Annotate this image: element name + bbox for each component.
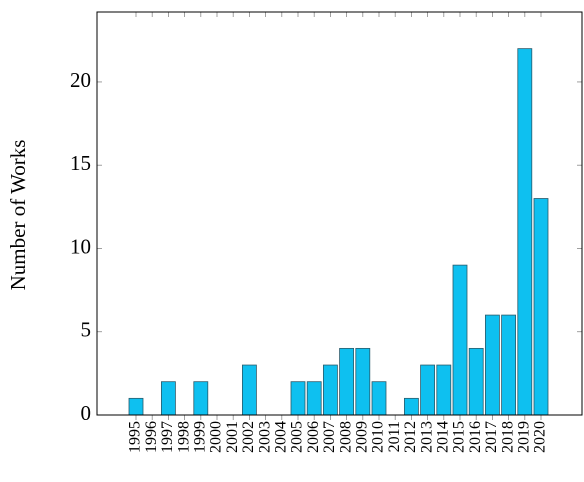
bar	[128, 397, 144, 416]
y-tick-label: 15	[70, 151, 91, 175]
x-tick-label: 2008	[337, 421, 354, 453]
bar	[484, 314, 500, 416]
bar	[452, 264, 468, 416]
x-tick-label: 2000	[208, 421, 225, 453]
bar	[193, 381, 209, 416]
x-tick-label: 2001	[224, 421, 241, 453]
x-tick-label: 2013	[418, 421, 435, 453]
x-tick-label: 2003	[256, 421, 273, 453]
x-tick-label: 2017	[483, 421, 500, 453]
bar	[306, 381, 322, 416]
y-tick-label: 20	[70, 68, 91, 92]
x-tick-label: 2016	[467, 421, 484, 453]
x-tick-label: 2004	[272, 421, 289, 453]
y-tick-label: 0	[81, 401, 92, 425]
bar	[322, 364, 338, 416]
x-tick-label: 1997	[159, 421, 176, 453]
x-tick-label: 2002	[240, 421, 257, 453]
bar	[403, 397, 419, 416]
x-tick-label: 1998	[175, 421, 192, 453]
x-tick-label: 2012	[402, 421, 419, 453]
bar	[420, 364, 436, 416]
x-tick-label: 1999	[191, 421, 208, 453]
bar	[436, 364, 452, 416]
bar	[533, 198, 549, 416]
y-tick-label: 5	[81, 318, 92, 342]
bar	[160, 381, 176, 416]
x-tick-label: 1996	[143, 421, 160, 453]
x-tick-label: 2010	[370, 421, 387, 453]
y-axis-label: Number of Works	[6, 140, 30, 291]
bar	[517, 48, 533, 416]
x-tick-label: 2019	[515, 421, 532, 453]
x-tick-label: 2006	[305, 421, 322, 453]
x-tick-label: 1995	[127, 421, 144, 453]
bar	[501, 314, 517, 416]
x-tick-label: 2009	[353, 421, 370, 453]
plot-frame	[96, 11, 583, 416]
y-tick-label: 10	[70, 234, 91, 258]
bar	[241, 364, 257, 416]
bar	[355, 347, 371, 416]
bar	[371, 381, 387, 416]
x-tick-label: 2007	[321, 421, 338, 453]
x-tick-label: 2015	[451, 421, 468, 453]
x-tick-label: 2005	[289, 421, 306, 453]
bar	[468, 347, 484, 416]
x-tick-label: 2014	[434, 421, 451, 453]
bar	[290, 381, 306, 416]
bar	[339, 347, 355, 416]
x-tick-label: 2020	[532, 421, 549, 453]
x-tick-label: 2018	[499, 421, 516, 453]
x-tick-label: 2011	[386, 421, 403, 452]
